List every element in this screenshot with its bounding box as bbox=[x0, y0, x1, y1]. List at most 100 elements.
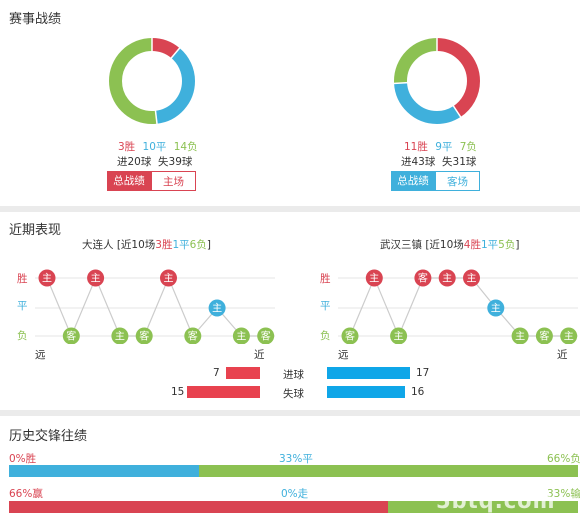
away-form-venue-label-2: 主 bbox=[394, 331, 404, 343]
home-form-venue-label-5: 主 bbox=[164, 273, 174, 285]
away-form-venue-label-8: 客 bbox=[539, 330, 549, 343]
away-donut-separator bbox=[452, 104, 462, 119]
home-form-marker-9 bbox=[257, 327, 275, 344]
scored-label: 进球 bbox=[283, 369, 304, 381]
away-axis-draw: 平 bbox=[320, 300, 331, 312]
home-form-marker-2 bbox=[87, 269, 105, 287]
away-team-name: 武汉三镇 bbox=[380, 239, 422, 251]
home-conceded-bar bbox=[186, 386, 260, 398]
recent-form-panel: 近期表现 大连人 [近10场3胜1平6负] 武汉三镇 [近10场4胜1平5负] … bbox=[0, 212, 580, 410]
home-form-venue-label-1: 客 bbox=[66, 330, 76, 343]
away-form-chart: 客主主客主主主主客主 bbox=[338, 269, 578, 344]
away-form-marker-1 bbox=[365, 269, 383, 287]
home-form-venue-label-7: 主 bbox=[212, 303, 222, 315]
away-form-marker-6 bbox=[487, 299, 505, 317]
away-form-venue-label-5: 主 bbox=[467, 273, 477, 285]
away-donut-chart bbox=[393, 37, 480, 124]
home-tab-home[interactable]: 主场 bbox=[151, 171, 196, 191]
home-form-venue-label-0: 主 bbox=[42, 273, 52, 285]
away-form-marker-5 bbox=[463, 269, 480, 287]
home-form-venue-label-2: 主 bbox=[91, 273, 101, 285]
away-donut-slice-1 bbox=[394, 38, 480, 124]
home-form-marker-3 bbox=[111, 327, 129, 344]
home-wins: 3胜 bbox=[118, 141, 136, 153]
watermark: 5btq.com bbox=[436, 489, 556, 513]
home-form-venue-label-8: 主 bbox=[236, 331, 246, 343]
away-goals: 进43球 失31球 bbox=[401, 156, 477, 168]
h2h-win-pct: 0%胜 bbox=[9, 453, 37, 465]
home-form-marker-4 bbox=[135, 327, 153, 344]
away-wins: 11胜 bbox=[404, 141, 428, 153]
home-form-chart: 主客主主 客主客主主客 bbox=[35, 269, 275, 344]
home-donut-separator bbox=[170, 46, 181, 60]
away-form-venue-label-4: 主 bbox=[442, 273, 452, 285]
away-record-counts: 11胜 9平 7负 bbox=[404, 139, 477, 154]
home-record-counts: 3胜 10平 14负 bbox=[118, 139, 198, 154]
away-losses: 7负 bbox=[459, 141, 477, 153]
h2h-handicap-push-pct: 0%走 bbox=[281, 488, 309, 500]
home-donut-separator bbox=[154, 109, 158, 125]
home-form-venue-label-6: 客 bbox=[188, 330, 198, 343]
home-team-name: 大连人 bbox=[82, 239, 114, 251]
away-conceded-value: 16 bbox=[411, 386, 425, 398]
away-form-venue-label-9: 主 bbox=[564, 331, 574, 343]
away-axis-loss: 负 bbox=[320, 330, 331, 342]
home-tab-overall[interactable]: 总战绩 bbox=[107, 171, 151, 191]
away-form-marker-3 bbox=[414, 269, 432, 287]
away-donut-separator bbox=[393, 81, 409, 85]
away-form-line bbox=[349, 276, 569, 338]
home-form-venue-label-3: 主 bbox=[115, 331, 125, 343]
h2h-loss-pct: 66%负 bbox=[547, 453, 580, 465]
home-form-marker-6 bbox=[184, 327, 202, 344]
h2h-handicap-bar-win bbox=[9, 501, 389, 513]
home-axis-loss: 负 bbox=[17, 330, 28, 342]
away-form-marker-8 bbox=[535, 327, 553, 344]
home-scored-value: 7 bbox=[213, 367, 220, 379]
home-form-marker-1 bbox=[62, 327, 80, 344]
away-form-marker-7 bbox=[511, 327, 529, 344]
away-form-marker-4 bbox=[438, 269, 456, 287]
away-form-marker-0 bbox=[341, 327, 359, 344]
home-form-venue-label-4: 客 bbox=[139, 330, 149, 343]
h2h-handicap-loss-pct: 33%输 bbox=[547, 488, 580, 500]
away-form-venue-label-0: 客 bbox=[345, 330, 355, 343]
conceded-label: 失球 bbox=[283, 388, 304, 400]
away-form-marker-9 bbox=[560, 327, 578, 344]
home-form-marker-5 bbox=[160, 269, 177, 287]
record-panel: 赛事战绩 3胜 10平 14负 进20球 失39球 总战绩 主场 11胜 9平 … bbox=[0, 0, 580, 206]
home-conceded-value: 15 bbox=[171, 386, 185, 398]
home-losses: 14负 bbox=[173, 141, 198, 153]
away-scored-value: 17 bbox=[416, 367, 430, 379]
away-form-summary: 武汉三镇 [近10场4胜1平5负] bbox=[380, 239, 520, 251]
h2h-result-bar-loss bbox=[198, 465, 578, 477]
home-axis-far: 远 bbox=[35, 349, 46, 361]
home-axis-win: 胜 bbox=[17, 273, 28, 285]
away-scored-bar bbox=[327, 367, 411, 379]
home-draws: 10平 bbox=[142, 141, 167, 153]
section-title-record: 赛事战绩 bbox=[9, 12, 62, 27]
away-axis-far: 远 bbox=[338, 349, 349, 361]
home-scored-bar bbox=[225, 367, 260, 379]
away-form-venue-label-1: 主 bbox=[369, 273, 379, 285]
home-goals: 进20球 失39球 bbox=[117, 156, 193, 168]
away-form-venue-label-6: 主 bbox=[491, 303, 501, 315]
home-form-line bbox=[46, 276, 266, 338]
home-form-marker-0 bbox=[38, 269, 56, 287]
away-tab-overall[interactable]: 总战绩 bbox=[391, 171, 435, 191]
home-donut-chart bbox=[109, 37, 195, 125]
away-conceded-bar bbox=[327, 386, 406, 398]
away-tab-away[interactable]: 客场 bbox=[435, 171, 480, 191]
away-axis-win: 胜 bbox=[320, 273, 331, 285]
home-form-marker-8 bbox=[232, 327, 250, 344]
away-form-venue-label-7: 主 bbox=[515, 331, 525, 343]
h2h-handicap-win-pct: 66%赢 bbox=[9, 488, 43, 500]
home-donut-slice-1 bbox=[109, 38, 195, 124]
home-axis-near: 近 bbox=[254, 349, 265, 361]
away-form-venue-label-3: 客 bbox=[418, 272, 428, 285]
away-axis-near: 近 bbox=[557, 349, 568, 361]
home-form-summary: 大连人 [近10场3胜1平6负] bbox=[82, 239, 211, 251]
home-form-venue-label-9: 客 bbox=[261, 330, 271, 343]
h2h-result-bar-draw bbox=[9, 465, 199, 477]
section-title-h2h: 历史交锋往绩 bbox=[9, 429, 88, 444]
head-to-head-panel: 历史交锋往绩 0%胜 33%平 66%负 66%赢 0%走 33%输 5btq.… bbox=[0, 416, 580, 521]
